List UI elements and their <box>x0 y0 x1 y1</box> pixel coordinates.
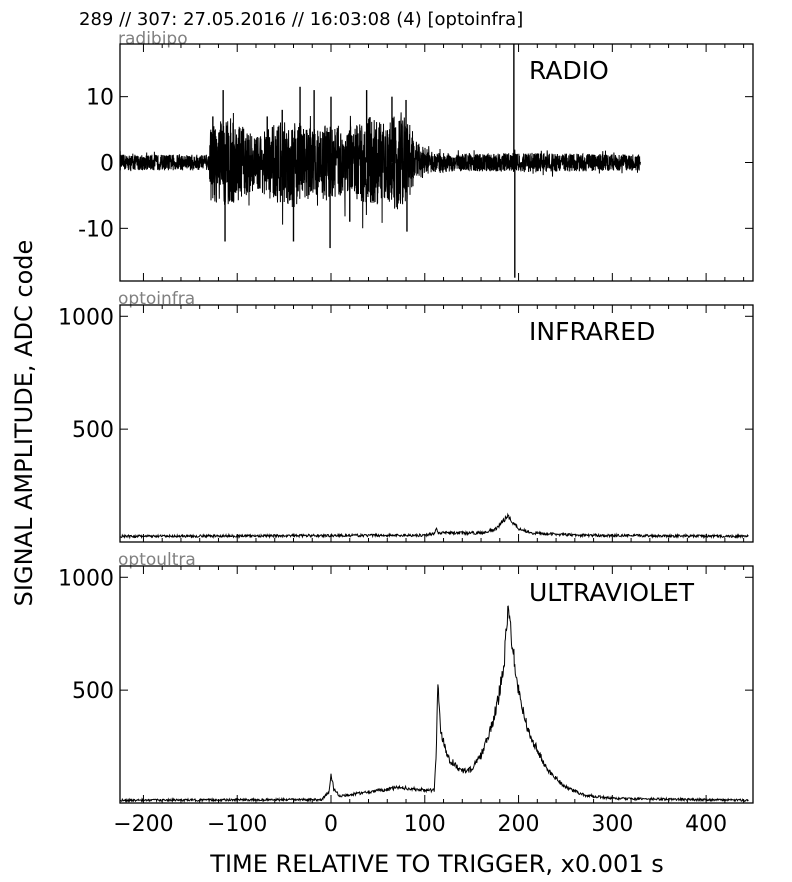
panel-infrared-ytick-label: 1000 <box>58 305 114 330</box>
panel-infrared-ticks: 1000 500 <box>58 305 753 542</box>
x-tick-label: 100 <box>404 812 446 837</box>
panel-ultraviolet-label: ULTRAVIOLET <box>529 578 695 607</box>
panel-infrared-label: INFRARED <box>529 317 655 346</box>
panel-infrared: optoinfra 1000 500 INFRARED <box>58 289 754 543</box>
x-tick-label: 400 <box>685 812 727 837</box>
panel-infrared-ytick-label: 500 <box>72 418 114 443</box>
x-tick-label: −200 <box>113 812 173 837</box>
panel-radio-ticks: 10 0 -10 <box>78 44 753 281</box>
x-tick-label: 0 <box>324 812 338 837</box>
panel-infrared-frame <box>119 304 754 543</box>
panel-radio-label: RADIO <box>529 56 609 85</box>
figure-title: 289 // 307: 27.05.2016 // 16:03:08 (4) [… <box>79 9 523 30</box>
x-tick-label: 300 <box>591 812 633 837</box>
panel-infrared-name: optoinfra <box>118 289 195 309</box>
x-tick-label: 200 <box>498 812 540 837</box>
series-radio-line <box>119 112 641 229</box>
panel-radio-ytick-label: 10 <box>86 86 114 111</box>
panel-ultraviolet-name: optoultra <box>118 550 196 570</box>
panel-radio-name: radibipo <box>118 29 188 49</box>
panel-radio-ytick-label: -10 <box>78 217 114 242</box>
x-tick-labels: −200 −100 0 100 200 300 400 <box>113 812 727 837</box>
y-axis-label: SIGNAL AMPLITUDE, ADC code <box>10 240 38 607</box>
panel-ultraviolet-ticks: 1000 500 <box>58 566 753 803</box>
panel-ultraviolet: optoultra 1000 500 ULTRAVIOLET <box>58 550 754 804</box>
x-tick-label: −100 <box>207 812 267 837</box>
x-axis-label: TIME RELATIVE TO TRIGGER, x0.001 s <box>209 850 663 878</box>
series-infrared-line <box>119 512 749 540</box>
panel-ultraviolet-ytick-label: 500 <box>72 679 114 704</box>
panel-radio-ytick-label: 0 <box>100 152 114 177</box>
series-ultraviolet-line <box>119 605 749 804</box>
panel-ultraviolet-frame <box>119 565 754 804</box>
panel-ultraviolet-ytick-label: 1000 <box>58 566 114 591</box>
panel-radio: radibipo 10 0 -10 RADIO <box>78 29 754 282</box>
